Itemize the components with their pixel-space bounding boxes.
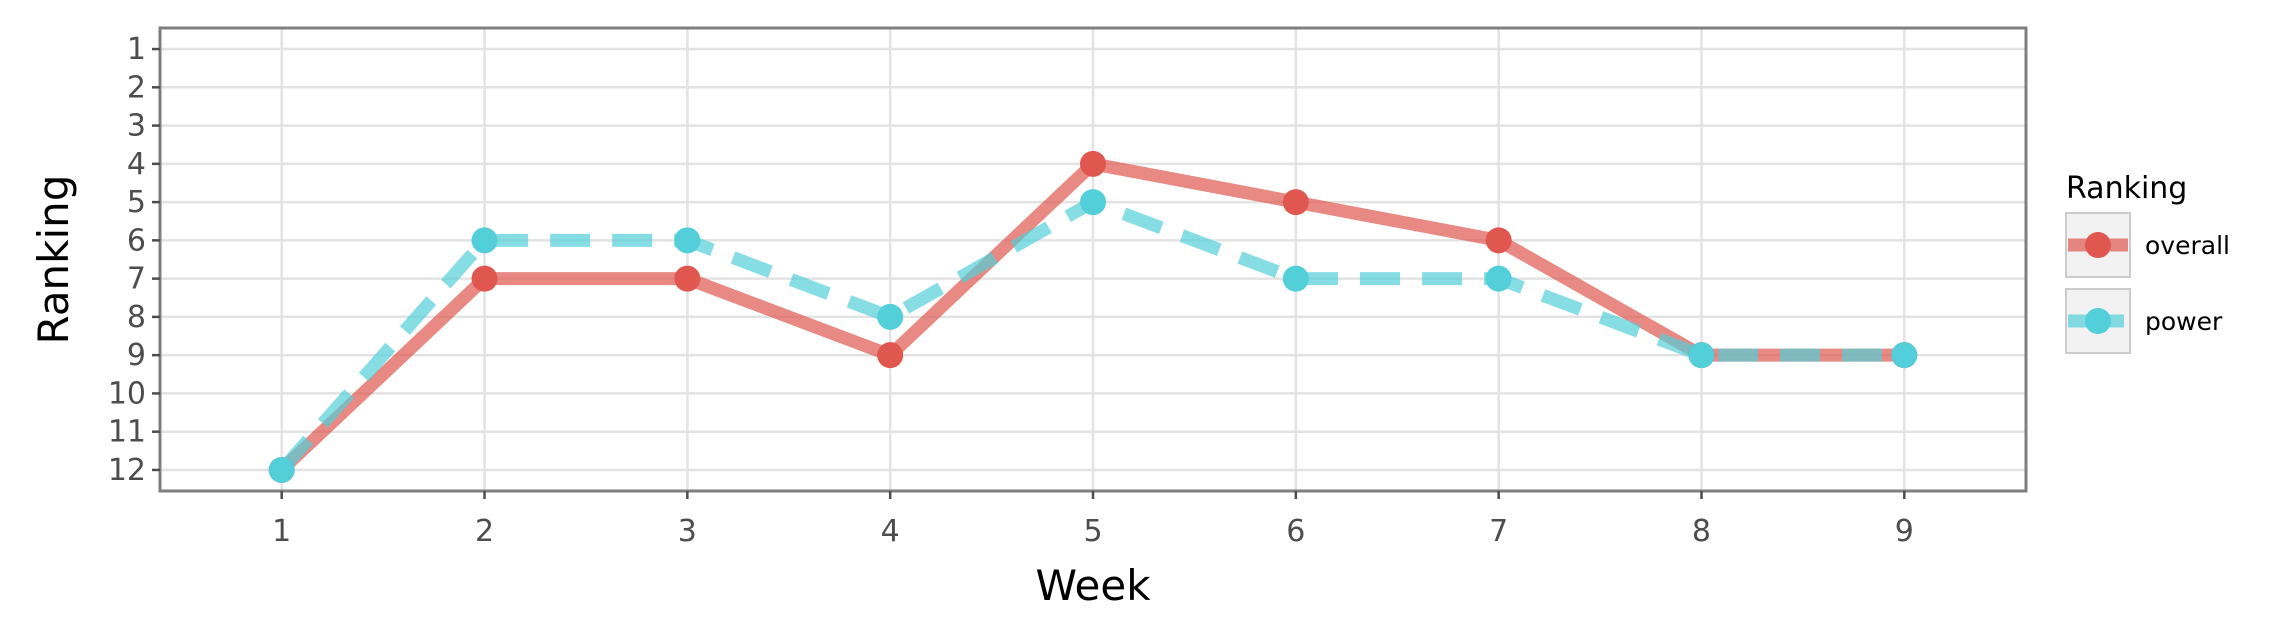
x-tick-label: 9 (1895, 514, 1914, 549)
x-axis-title: Week (1035, 561, 1151, 610)
y-tick-label: 2 (127, 70, 146, 105)
y-tick-label: 9 (127, 338, 146, 373)
y-axis-title: Ranking (29, 175, 78, 345)
x-tick-label: 2 (475, 514, 494, 549)
point-overall (1080, 150, 1106, 177)
y-tick-label: 8 (127, 300, 146, 335)
axis-ticks (152, 47, 1906, 499)
series-layer (268, 150, 1918, 483)
y-tick-label: 1 (127, 32, 146, 67)
x-tick-label: 7 (1489, 514, 1508, 549)
point-overall (1485, 227, 1512, 254)
legend-label-power: power (2145, 307, 2223, 336)
x-tick-label: 5 (1083, 514, 1102, 549)
y-tick-label: 12 (108, 453, 146, 488)
point-overall (674, 265, 701, 292)
y-tick-label: 5 (127, 185, 146, 220)
y-tick-label: 7 (127, 262, 146, 297)
x-tick-label: 8 (1692, 514, 1711, 549)
legend-items: overall power (2065, 212, 2230, 354)
legend-marker-overall (2085, 232, 2111, 258)
x-tick-label: 1 (272, 514, 291, 549)
point-power (1485, 265, 1512, 292)
point-overall (471, 265, 498, 292)
legend-title: Ranking (2066, 171, 2187, 206)
x-tick-label: 3 (678, 514, 697, 549)
point-power (1282, 265, 1309, 292)
legend-label-overall: overall (2145, 231, 2230, 260)
point-power (674, 227, 701, 254)
legend-marker-power (2085, 308, 2111, 334)
x-tick-label: 4 (881, 514, 900, 549)
y-tick-label: 11 (108, 415, 146, 450)
point-overall (877, 342, 904, 369)
point-power (1080, 189, 1106, 216)
point-power (877, 303, 904, 330)
x-tick-label: 6 (1286, 514, 1305, 549)
y-tick-label: 4 (127, 147, 146, 182)
legend: Ranking overall power (2065, 171, 2230, 354)
y-tick-label: 3 (127, 109, 146, 144)
point-power (1688, 342, 1715, 369)
y-tick-label: 6 (127, 223, 146, 258)
point-power (471, 227, 498, 254)
point-power (1891, 342, 1918, 369)
y-tick-label: 10 (108, 376, 146, 411)
point-power (268, 456, 295, 483)
point-overall (1282, 189, 1309, 216)
